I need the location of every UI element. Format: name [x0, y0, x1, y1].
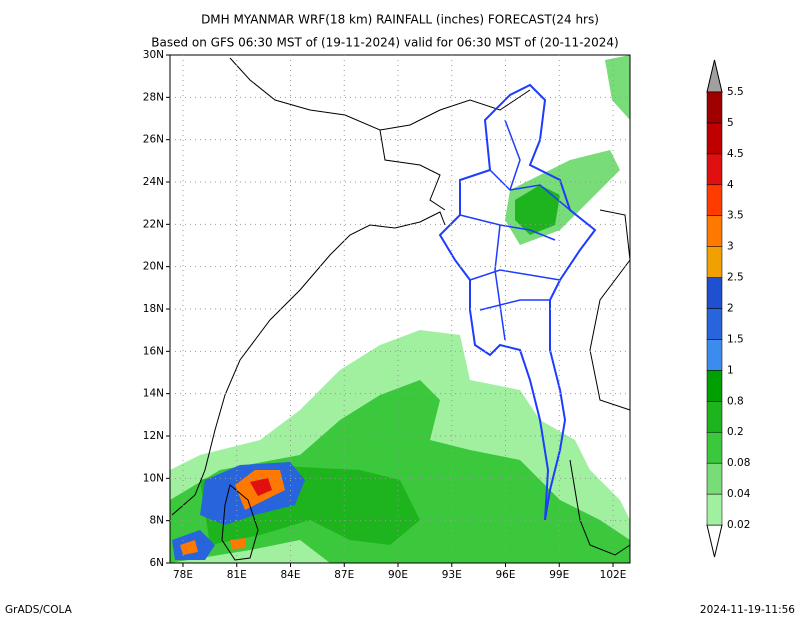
myanmar-divisions: [459, 119, 571, 341]
footer-left: GrADS/COLA: [5, 604, 73, 616]
lat-label: 22N: [143, 218, 164, 230]
colorbar-label: 3: [727, 241, 734, 253]
colorbar-box: [706, 339, 723, 371]
lat-label: 10N: [143, 472, 164, 484]
colorbar-label: 0.8: [727, 395, 744, 407]
colorbar-label: 1: [727, 364, 734, 376]
colorbar-box: [706, 401, 723, 433]
colorbar-label: 3.5: [727, 210, 744, 222]
lat-label: 16N: [143, 345, 164, 357]
lat-label: 30N: [143, 49, 164, 61]
thailand-border: [589, 209, 631, 411]
footer-right: 2024-11-19-11:56: [700, 604, 795, 616]
colorbar-label: 1.5: [727, 333, 744, 345]
lat-label: 8N: [149, 515, 164, 527]
rain-north-top: [605, 55, 630, 120]
colorbar-label: 2: [727, 303, 734, 315]
rain-red: [250, 478, 272, 496]
colorbar-label: 2.5: [727, 272, 744, 284]
lon-label: 78E: [173, 569, 193, 581]
grid: 6N 8N 10N 12N 14N 16N 18N 20N 22N 24N 26N 28N 30N 78E…: [143, 49, 630, 581]
colorbar-box: [706, 184, 723, 216]
bangladesh-border: [379, 129, 446, 211]
se-asia-coast: [569, 459, 631, 556]
colorbar-box: [706, 246, 723, 278]
colorbar-box: [706, 122, 723, 155]
map: [169, 54, 631, 564]
colorbar-label: 0.04: [727, 488, 751, 500]
myanmar-outline: [438, 83, 597, 521]
lat-label: 18N: [143, 303, 164, 315]
lon-label: 102E: [600, 569, 627, 581]
rain-north-dark: [515, 185, 560, 235]
lon-label: 87E: [334, 569, 354, 581]
coastlines: [171, 57, 631, 561]
colorbar-label: 0.2: [727, 426, 744, 438]
colorbar-box: [706, 462, 723, 495]
lon-label: 93E: [442, 569, 462, 581]
subtitle: Based on GFS 06:30 MST of (19-11-2024) v…: [151, 36, 619, 50]
lat-label: 14N: [143, 388, 164, 400]
lon-label: 99E: [549, 569, 569, 581]
colorbar-box: [706, 91, 723, 124]
lon-label: 84E: [281, 569, 301, 581]
colorbar-box: [706, 370, 723, 402]
colorbar-upper-triangle: [706, 59, 723, 93]
rain-orange-sw: [180, 540, 198, 555]
colorbar-label: 4.5: [727, 148, 744, 160]
colorbar-box: [706, 215, 723, 247]
colorbar-label: 5: [727, 117, 734, 129]
lat-label: 24N: [143, 176, 164, 188]
rain-orange-sl: [230, 538, 246, 549]
colorbar-label: 4: [727, 179, 734, 191]
lat-label: 6N: [149, 557, 164, 569]
colorbar: 0.02 0.04 0.08 0.2 0.8 1 1.5 2 2.5 3 3.5 4 4.5 5 5.5: [706, 59, 751, 558]
colorbar-box: [706, 308, 723, 340]
sri-lanka: [221, 484, 259, 561]
colorbar-box: [706, 431, 723, 464]
colorbar-box: [706, 153, 723, 186]
lat-label: 28N: [143, 91, 164, 103]
lon-label: 90E: [388, 569, 408, 581]
lon-label: 81E: [227, 569, 247, 581]
colorbar-label: 5.5: [727, 86, 744, 98]
title: DMH MYANMAR WRF(18 km) RAINFALL (inches)…: [201, 13, 599, 27]
lon-label: 96E: [496, 569, 516, 581]
colorbar-box: [706, 493, 723, 526]
lat-label: 12N: [143, 430, 164, 442]
colorbar-box: [706, 277, 723, 309]
lat-label: 26N: [143, 134, 164, 146]
colorbar-lower-triangle: [706, 524, 723, 558]
colorbar-label: 0.08: [727, 457, 750, 469]
coastline: [171, 211, 446, 516]
colorbar-label: 0.02: [727, 519, 750, 531]
lat-label: 20N: [143, 261, 164, 273]
